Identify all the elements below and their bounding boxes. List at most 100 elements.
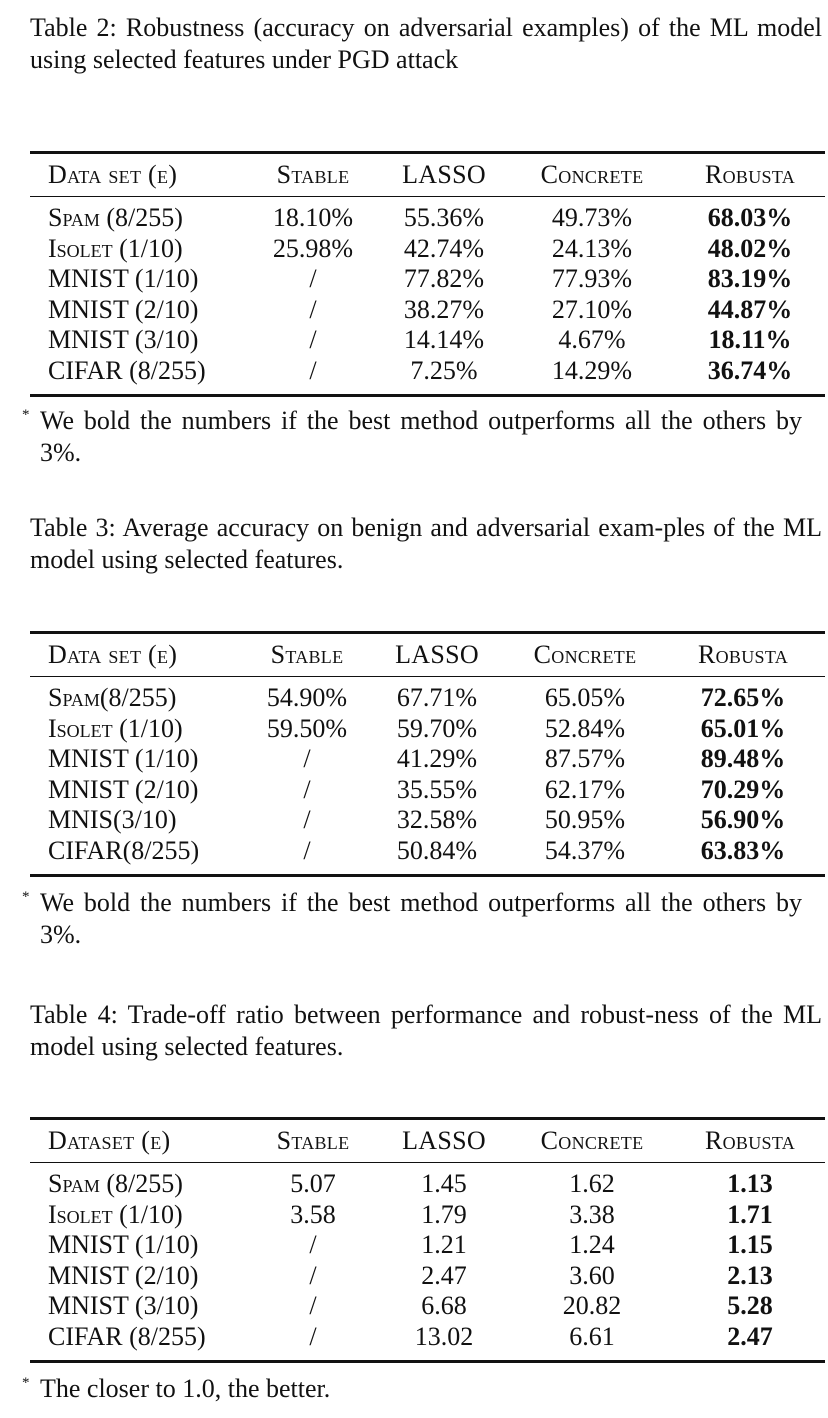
value-cell: / (309, 264, 317, 294)
column-header: Stable (276, 1126, 350, 1155)
value-cell: 1.15 (727, 1230, 773, 1260)
table-row: MNIST (1/10) / 77.82% 77.93% 83.19% (30, 264, 825, 294)
value-cell: 18.11% (708, 325, 792, 355)
value-cell: 49.73% (551, 203, 633, 232)
table-row: Isolet (1/10) 25.98% 42.74% 24.13% 48.02% (30, 234, 825, 264)
table-row: MNIST (1/10) / 41.29% 87.57% 89.48% (30, 744, 825, 774)
value-cell: / (309, 356, 317, 385)
value-cell: 4.67% (558, 325, 626, 355)
value-cell: 18.10% (272, 203, 354, 232)
table-row: MNIST (2/10) / 35.55% 62.17% 70.29% (30, 775, 825, 805)
value-cell: 6.68 (421, 1291, 467, 1321)
value-cell: 38.27% (403, 294, 485, 324)
value-cell: 77.82% (403, 264, 485, 294)
table-row: MNIST (1/10) / 1.21 1.24 1.15 (30, 1230, 825, 1260)
value-cell: 63.83% (700, 836, 786, 865)
value-cell: 48.02% (707, 233, 793, 263)
value-cell: 1.24 (569, 1230, 615, 1260)
header-rule (30, 676, 825, 678)
value-cell: 14.14% (403, 325, 485, 355)
table-row: CIFAR (8/255) / 7.25% 14.29% 36.74% (30, 356, 825, 386)
value-cell: 3.60 (569, 1260, 615, 1290)
value-cell: 1.79 (421, 1199, 467, 1229)
value-cell: 59.70% (396, 713, 478, 743)
table-caption: Table 2: Robustness (accuracy on adversa… (30, 13, 822, 74)
value-cell: / (309, 1291, 317, 1321)
value-cell: 2.47 (727, 1322, 773, 1351)
value-cell: 59.50% (266, 713, 348, 743)
value-cell: / (303, 836, 311, 865)
value-cell: 52.84% (544, 713, 626, 743)
column-header: LASSO (395, 640, 479, 669)
table-footnote: * The closer to 1.0, the better. (22, 1373, 802, 1405)
column-header: LASSO (402, 160, 486, 189)
value-cell: 87.57% (544, 744, 626, 774)
table-row: MNIS(3/10) / 32.58% 50.95% 56.90% (30, 805, 825, 835)
value-cell: 3.38 (569, 1199, 615, 1229)
table-footnote: * We bold the numbers if the best method … (22, 887, 802, 951)
value-cell: 50.95% (544, 805, 626, 835)
bottom-rule (30, 874, 825, 877)
table-row: Spam (8/255) 18.10% 55.36% 49.73% 68.03% (30, 203, 825, 233)
value-cell: 2.47 (421, 1260, 467, 1290)
dataset-cell: MNIS(3/10) (48, 805, 177, 835)
column-header: LASSO (402, 1126, 486, 1155)
value-cell: 13.02 (414, 1322, 474, 1351)
dataset-cell: MNIST (2/10) (48, 294, 199, 324)
value-cell: 55.36% (403, 203, 485, 232)
header-row: Dataset (ϵ) Stable LASSO Concrete Robusta (30, 1126, 825, 1156)
footnote-marker: * (22, 407, 30, 423)
dataset-cell: MNIST (3/10) (48, 325, 199, 355)
value-cell: 54.90% (266, 683, 348, 712)
value-cell: 5.28 (727, 1291, 773, 1321)
value-cell: 35.55% (396, 774, 478, 804)
value-cell: 68.03% (707, 203, 793, 232)
value-cell: 5.07 (290, 1169, 336, 1198)
value-cell: 2.13 (727, 1260, 773, 1290)
value-cell: 27.10% (551, 294, 633, 324)
table-row: Spam(8/255) 54.90% 67.71% 65.05% 72.65% (30, 683, 825, 713)
dataset-cell: Isolet (1/10) (48, 233, 183, 263)
bottom-rule (30, 1360, 825, 1363)
column-header: Robusta (704, 160, 796, 189)
value-cell: 1.21 (421, 1230, 467, 1260)
column-header: Concrete (540, 160, 644, 189)
table-row: Isolet (1/10) 59.50% 59.70% 52.84% 65.01% (30, 714, 825, 744)
footnote-text: We bold the numbers if the best method o… (40, 888, 802, 949)
value-cell: 44.87% (707, 294, 793, 324)
table-row: MNIST (3/10) / 14.14% 4.67% 18.11% (30, 325, 825, 355)
table-row: CIFAR(8/255) / 50.84% 54.37% 63.83% (30, 836, 825, 866)
dataset-cell: MNIST (1/10) (48, 264, 199, 294)
value-cell: / (309, 294, 317, 324)
value-cell: 72.65% (700, 683, 786, 712)
dataset-cell: Spam(8/255) (48, 683, 177, 712)
table-row: Isolet (1/10) 3.58 1.79 3.38 1.71 (30, 1200, 825, 1230)
column-header: Dataset (ϵ) (48, 1126, 171, 1155)
value-cell: 42.74% (403, 233, 485, 263)
dataset-cell: Isolet (1/10) (48, 713, 183, 743)
column-header: Concrete (533, 640, 637, 669)
dataset-cell: MNIST (1/10) (48, 1230, 199, 1260)
value-cell: 70.29% (700, 774, 786, 804)
header-row: Data set (ϵ) Stable LASSO Concrete Robusta (30, 160, 825, 190)
column-header: Stable (276, 160, 350, 189)
column-header: Concrete (540, 1126, 644, 1155)
value-cell: 65.05% (544, 683, 626, 712)
value-cell: 54.37% (544, 836, 626, 865)
dataset-cell: MNIST (3/10) (48, 1291, 199, 1321)
value-cell: / (303, 774, 311, 804)
table-caption: Table 4: Trade-off ratio between perform… (30, 1000, 822, 1061)
table-row: CIFAR (8/255) / 13.02 6.61 2.47 (30, 1322, 825, 1352)
bottom-rule (30, 394, 825, 397)
value-cell: / (309, 1322, 317, 1351)
column-header: Robusta (704, 1126, 796, 1155)
value-cell: 1.71 (727, 1199, 773, 1229)
table-row: MNIST (2/10) / 2.47 3.60 2.13 (30, 1261, 825, 1291)
value-cell: 3.58 (290, 1199, 336, 1229)
value-cell: 6.61 (569, 1322, 615, 1351)
value-cell: / (309, 1230, 317, 1260)
dataset-cell: CIFAR(8/255) (48, 836, 200, 865)
column-header: Stable (270, 640, 344, 669)
value-cell: / (303, 805, 311, 835)
value-cell: 7.25% (410, 356, 478, 385)
